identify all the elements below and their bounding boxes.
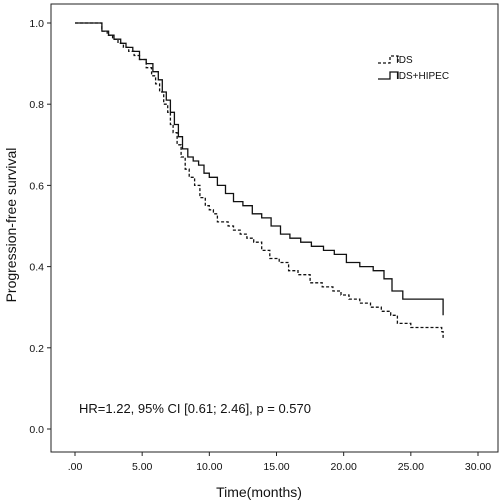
- x-tick-label: .00: [68, 461, 83, 473]
- x-tick-label: 5.00: [132, 461, 153, 473]
- x-tick-label: 10.00: [196, 461, 222, 473]
- hazard-ratio-annotation: HR=1.22, 95% CI [0.61; 2.46], p = 0.570: [79, 401, 311, 416]
- y-axis-title: Progression-free survival: [3, 148, 19, 303]
- x-tick-label: 20.00: [331, 461, 357, 473]
- x-axis-title: Time(months): [216, 484, 302, 500]
- plot-frame: [50, 3, 499, 453]
- y-tick-label: 0.4: [29, 262, 44, 274]
- legend-line-ids-hipec: [378, 71, 399, 80]
- y-tick-label: 0.2: [29, 343, 44, 355]
- x-tick-label: 15.00: [263, 461, 289, 473]
- series-line-ids-hipec: [75, 22, 444, 316]
- x-tick-label: 30.00: [465, 461, 491, 473]
- legend-line-ids: [378, 55, 399, 64]
- x-axis: .00 5.00 10.00 15.00 20.00 25.00 30.00: [68, 452, 491, 473]
- y-tick-label: 1.0: [29, 18, 44, 30]
- legend-label-ids-hipec: IDS+HIPEC: [396, 71, 449, 82]
- y-tick-label: 0.6: [29, 180, 44, 192]
- legend: IDS IDS+HIPEC: [378, 55, 449, 82]
- x-tick-label: 25.00: [398, 461, 424, 473]
- legend-label-ids: IDS: [396, 55, 413, 66]
- y-tick-label: 0.8: [29, 99, 44, 111]
- y-axis: 0.0 0.2 0.4 0.6 0.8 1.0: [29, 18, 51, 436]
- series-layer: [75, 22, 444, 340]
- y-tick-label: 0.0: [29, 424, 44, 436]
